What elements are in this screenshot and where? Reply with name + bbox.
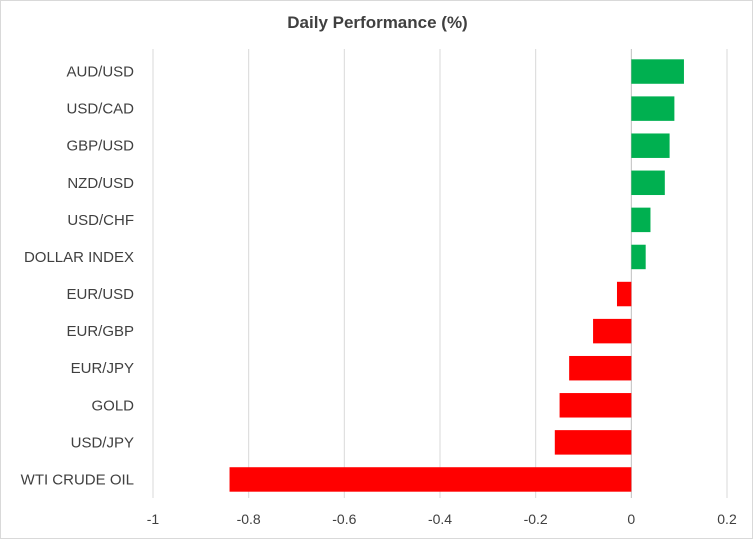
x-tick-label: -0.6: [332, 511, 356, 527]
category-label: WTI CRUDE OIL: [21, 471, 134, 488]
category-label: EUR/JPY: [71, 360, 134, 377]
category-label: USD/JPY: [71, 434, 134, 451]
bar: [631, 96, 675, 121]
category-label: USD/CAD: [66, 101, 134, 118]
category-label: EUR/USD: [66, 286, 134, 303]
bar: [554, 430, 632, 455]
bar: [616, 281, 632, 307]
category-label: EUR/GBP: [66, 323, 134, 340]
bar: [559, 393, 632, 418]
bar: [593, 318, 632, 344]
bar: [631, 170, 665, 196]
category-label: USD/CHF: [67, 212, 134, 229]
category-label: GOLD: [91, 397, 134, 414]
bar: [631, 207, 651, 233]
category-label: GBP/USD: [66, 138, 134, 155]
bar: [631, 59, 684, 84]
bar: [229, 467, 632, 492]
bar: [569, 355, 632, 381]
bar: [631, 133, 670, 158]
chart-title: Daily Performance (%): [287, 13, 468, 32]
category-label: AUD/USD: [66, 64, 134, 81]
bar: [631, 244, 646, 270]
x-tick-label: -0.4: [428, 511, 452, 527]
x-tick-label: 0: [627, 511, 635, 527]
category-label: NZD/USD: [67, 175, 134, 192]
x-tick-label: 0.2: [717, 511, 737, 527]
category-label: DOLLAR INDEX: [24, 249, 134, 266]
x-tick-label: -0.2: [524, 511, 548, 527]
x-tick-label: -0.8: [237, 511, 261, 527]
x-tick-label: -1: [147, 511, 160, 527]
